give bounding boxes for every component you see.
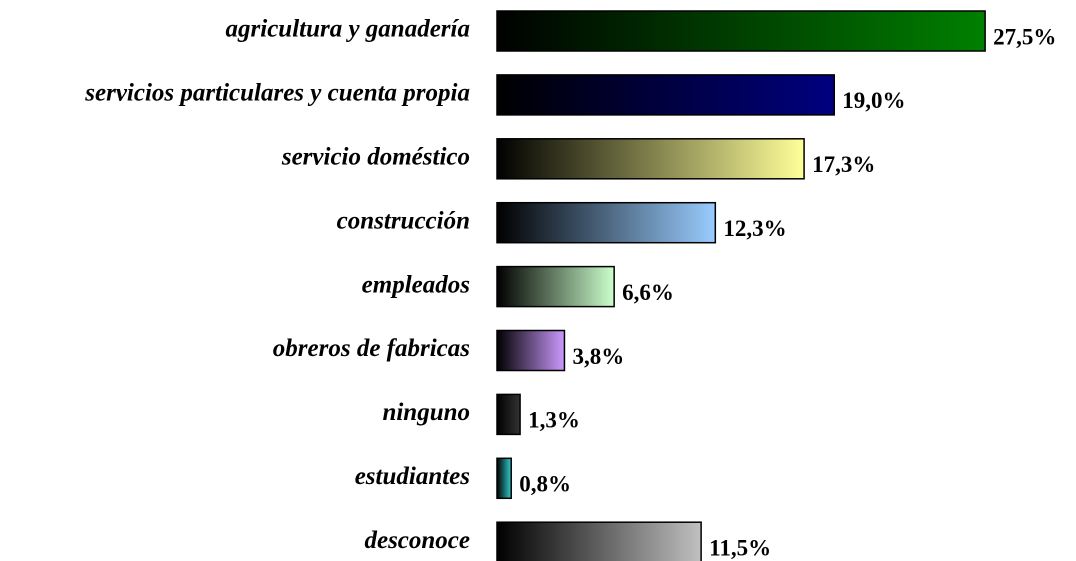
- value-label: 27,5%: [993, 24, 1056, 49]
- category-label: estudiantes: [355, 463, 470, 490]
- value-label: 3,8%: [572, 344, 624, 369]
- value-label: 17,3%: [812, 152, 875, 177]
- category-label: construcción: [337, 207, 470, 234]
- bar: [496, 10, 986, 52]
- category-label: desconoce: [364, 527, 470, 554]
- category-label: servicios particulares y cuenta propia: [84, 80, 470, 107]
- category-label: empleados: [362, 271, 470, 298]
- value-label: 6,6%: [622, 280, 674, 305]
- bar: [496, 329, 566, 372]
- category-label: obreros de fabricas: [273, 335, 470, 362]
- bar: [496, 138, 805, 180]
- bar: [496, 457, 512, 500]
- value-label: 12,3%: [723, 216, 786, 241]
- category-label: agricultura y ganadería: [226, 16, 470, 43]
- bar: [496, 393, 521, 436]
- value-label: 11,5%: [709, 535, 771, 560]
- bar: [496, 74, 835, 116]
- category-label: ninguno: [382, 399, 470, 426]
- bar: [496, 265, 615, 308]
- category-label: servicio doméstico: [281, 144, 470, 171]
- bar: [496, 521, 702, 561]
- value-label: 0,8%: [519, 472, 571, 497]
- value-label: 1,3%: [528, 408, 580, 433]
- value-label: 19,0%: [842, 88, 905, 113]
- bar: [496, 201, 717, 244]
